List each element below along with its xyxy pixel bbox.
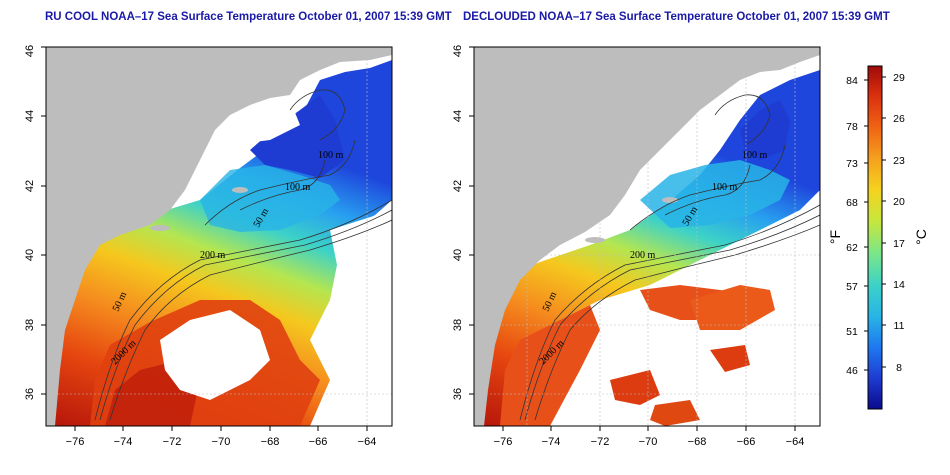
celsius-tick: 23 bbox=[893, 155, 905, 167]
right-map bbox=[474, 47, 820, 426]
colorbar-ticks bbox=[864, 76, 886, 371]
cold-water bbox=[740, 100, 790, 160]
left-y-axis bbox=[41, 46, 46, 395]
y-tick-label: 42 bbox=[24, 180, 36, 192]
celsius-tick: 8 bbox=[896, 362, 902, 374]
fahrenheit-tick: 46 bbox=[846, 365, 858, 377]
right-x-axis bbox=[502, 426, 796, 431]
fahrenheit-tick: 78 bbox=[846, 121, 858, 133]
right-frame bbox=[473, 46, 821, 427]
warm-eddy bbox=[650, 400, 700, 426]
land-mass bbox=[46, 47, 392, 426]
x-tick-label: −68 bbox=[261, 436, 280, 448]
celsius-unit-label: °C bbox=[913, 229, 929, 245]
contour-label: 200 m bbox=[200, 250, 226, 261]
left-x-axis bbox=[74, 426, 368, 431]
y-tick-label: 40 bbox=[452, 249, 464, 261]
x-tick-label: −68 bbox=[688, 436, 707, 448]
y-tick-label: 38 bbox=[24, 319, 36, 331]
x-tick-label: −76 bbox=[494, 436, 513, 448]
x-tick-label: −70 bbox=[639, 436, 658, 448]
celsius-tick: 26 bbox=[893, 113, 905, 125]
long-island bbox=[150, 225, 170, 231]
y-tick-label: 46 bbox=[452, 45, 464, 57]
cloud-patch bbox=[160, 310, 270, 400]
cool-water bbox=[640, 160, 790, 228]
left-panel-title: RU COOL NOAA–17 Sea Surface Temperature … bbox=[45, 11, 452, 23]
celsius-tick: 11 bbox=[894, 320, 905, 332]
fahrenheit-tick: 73 bbox=[846, 158, 858, 170]
right-y-axis bbox=[469, 46, 474, 395]
y-tick-label: 40 bbox=[24, 249, 36, 261]
x-tick-label: −64 bbox=[786, 436, 805, 448]
colorbar bbox=[867, 65, 883, 410]
bathymetry-contours bbox=[94, 89, 392, 421]
y-tick-label: 46 bbox=[24, 45, 36, 57]
y-tick-label: 36 bbox=[452, 388, 464, 400]
grid-lines bbox=[474, 47, 820, 426]
warm-eddy bbox=[610, 370, 660, 405]
fahrenheit-tick: 68 bbox=[846, 197, 858, 209]
left-frame bbox=[45, 46, 393, 427]
fahrenheit-tick: 57 bbox=[846, 281, 858, 293]
warm-water bbox=[500, 305, 600, 426]
fahrenheit-tick: 84 bbox=[846, 75, 858, 87]
y-tick-label: 44 bbox=[24, 110, 36, 122]
celsius-tick: 14 bbox=[893, 279, 905, 291]
celsius-tick: 29 bbox=[893, 72, 905, 84]
x-tick-label: −74 bbox=[542, 436, 561, 448]
right-panel-title: DECLOUDED NOAA–17 Sea Surface Temperatur… bbox=[463, 11, 890, 23]
x-tick-label: −66 bbox=[737, 436, 756, 448]
cloud-patch bbox=[330, 210, 392, 300]
bathymetry-contours bbox=[519, 94, 820, 421]
grid-lines bbox=[46, 47, 392, 426]
y-tick-label: 38 bbox=[452, 319, 464, 331]
warm-eddy bbox=[710, 345, 750, 372]
x-tick-label: −64 bbox=[358, 436, 377, 448]
island bbox=[662, 197, 678, 203]
y-tick-label: 44 bbox=[452, 110, 464, 122]
long-island bbox=[585, 237, 605, 243]
y-tick-label: 42 bbox=[452, 180, 464, 192]
fahrenheit-tick: 51 bbox=[846, 326, 858, 338]
cool-water bbox=[200, 165, 340, 232]
x-tick-label: −72 bbox=[163, 436, 182, 448]
land-mass bbox=[474, 47, 820, 426]
contour-label: 100 m bbox=[318, 150, 344, 161]
contour-label: 100 m bbox=[712, 182, 738, 193]
contour-label: 100 m bbox=[285, 182, 311, 193]
x-tick-label: −72 bbox=[591, 436, 610, 448]
left-map bbox=[46, 47, 392, 426]
x-tick-label: −76 bbox=[66, 436, 85, 448]
celsius-tick: 20 bbox=[893, 196, 905, 208]
sst-field bbox=[474, 70, 820, 426]
y-tick-label: 36 bbox=[24, 388, 36, 400]
x-tick-label: −66 bbox=[309, 436, 328, 448]
cold-water bbox=[250, 95, 345, 178]
contour-label: 200 m bbox=[630, 250, 656, 261]
celsius-tick: 17 bbox=[893, 238, 905, 250]
island bbox=[232, 187, 248, 193]
fahrenheit-tick: 62 bbox=[846, 242, 858, 254]
contour-label: 100 m bbox=[742, 150, 768, 161]
x-tick-label: −70 bbox=[212, 436, 231, 448]
x-tick-label: −74 bbox=[114, 436, 133, 448]
fahrenheit-unit-label: °F bbox=[827, 230, 843, 244]
warm-eddy bbox=[690, 285, 775, 330]
